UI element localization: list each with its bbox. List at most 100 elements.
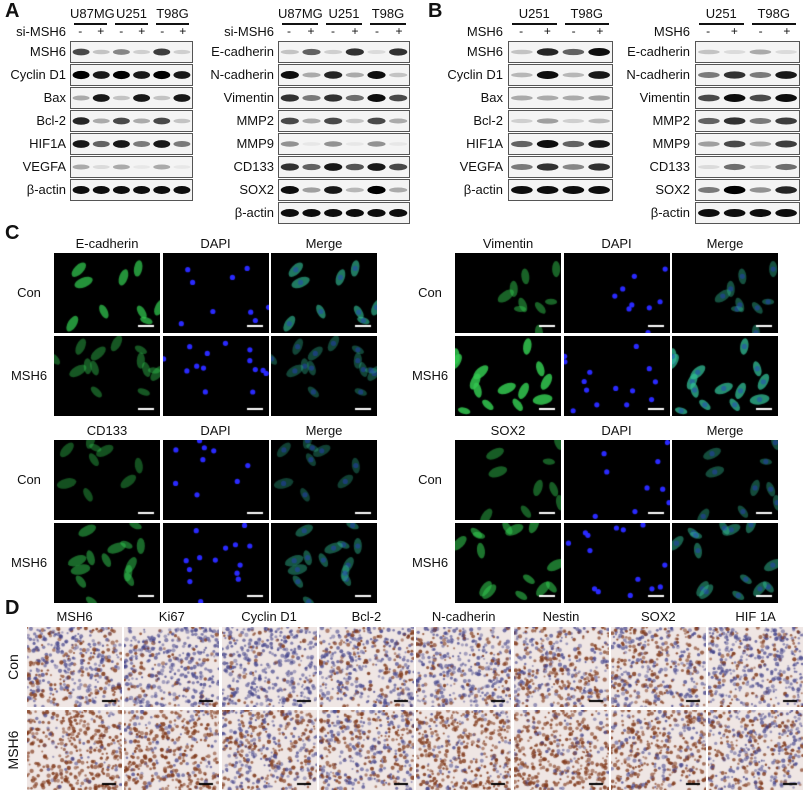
blot-band [775,117,797,125]
blot-band [389,163,408,171]
blot-strip [70,156,193,178]
ihc-image [708,627,804,707]
if-column-header: CD133 [86,423,128,438]
lane-sign: + [395,24,403,38]
blot-band [698,117,720,125]
blot-band [112,164,130,170]
blot-row-label: MMP9 [236,136,274,151]
blot-band [367,49,386,55]
blot-row-label: VEGFA [22,159,66,174]
blot-band [324,71,343,79]
blot-band [345,72,364,78]
ihc-column-header: SOX2 [640,609,676,624]
blot-band [698,187,720,193]
marker-image [54,522,160,603]
blot-band [345,118,364,124]
blot-band [511,164,533,170]
lane-sign: - [78,24,83,38]
cell-line-underline [564,23,609,25]
blot-band [511,186,533,194]
marker-image [54,335,160,416]
cell-line-underline [115,23,148,25]
if-row-label: MSH6 [411,554,449,570]
blot-strip [508,133,613,155]
lane-sign: + [307,24,315,38]
blot-band [173,186,191,194]
ihc-column-header: MSH6 [56,609,93,624]
cell-line-label: T98G [156,6,189,21]
blot-strip [278,87,410,109]
blot-band [153,48,171,56]
if-row-label: Con [418,472,442,487]
ihc-row-label: MSH6 [5,730,21,770]
blot-row-label: MMP9 [652,136,690,151]
blot-band [112,186,130,194]
blot-band [723,185,746,195]
ihc-image [610,710,706,790]
blot-band [562,164,585,170]
merge-image [271,335,377,416]
blot-band [173,71,191,79]
blot-band [588,118,610,124]
if-row-label: MSH6 [10,367,48,383]
blot-band [775,209,797,217]
blot-band [153,70,171,80]
blot-band [536,186,559,194]
blot-row-label: N-cadherin [210,67,274,82]
blot-band [92,49,110,55]
blot-band [133,71,151,79]
marker-image [54,440,160,520]
lane-sign: + [179,24,187,38]
if-row-label: MSH6 [411,367,449,383]
blot-strip [70,179,193,201]
blot-band [723,71,746,79]
ihc-image [416,710,512,790]
if-column-header: SOX2 [490,423,526,438]
blot-band [389,142,408,146]
blot-band [389,118,408,124]
blot-row-label: Vimentin [223,90,274,105]
blot-band [324,49,343,55]
blot-band [324,163,343,171]
ihc-column-header: Ki67 [158,609,185,624]
ihc-image [318,627,414,707]
cell-line-label: U251 [115,6,148,21]
blot-band [302,209,321,217]
blot-band [749,141,772,147]
blot-row-label: β-actin [650,205,690,220]
blot-band [389,48,408,56]
blot-strip [695,179,800,201]
blot-row-label: β-actin [26,182,66,197]
blot-row-label: HIF1A [466,136,503,151]
ihc-image [124,710,220,790]
blot-band [511,72,533,78]
blot-band [153,186,171,194]
blot-band [511,95,533,101]
if-row-label: Con [17,285,41,300]
blot-band [173,49,191,55]
blot-band [723,140,746,148]
blot-strip [70,133,193,155]
blot-band [698,141,720,147]
cell-line-label: U251 [518,6,550,21]
blot-strip [695,41,800,63]
blot-row-label: β-actin [234,205,274,220]
blot-band [723,49,746,55]
blot-band [775,71,797,79]
blot-strip [695,202,800,224]
dapi-image [162,335,269,416]
if-column-header: Vimentin [482,236,534,251]
blot-band [698,72,720,78]
cell-line-underline [282,23,318,25]
blot-band [749,209,772,217]
blot-band [749,164,772,170]
blot-strip [508,64,613,86]
blot-band [345,94,364,102]
panel-label-d: D [5,597,20,619]
cell-line-label: T98G [757,6,790,21]
blot-band [72,117,90,125]
blot-strip [695,64,800,86]
ihc-image [513,627,609,707]
ihc-image [513,710,609,790]
blot-band [92,118,110,124]
